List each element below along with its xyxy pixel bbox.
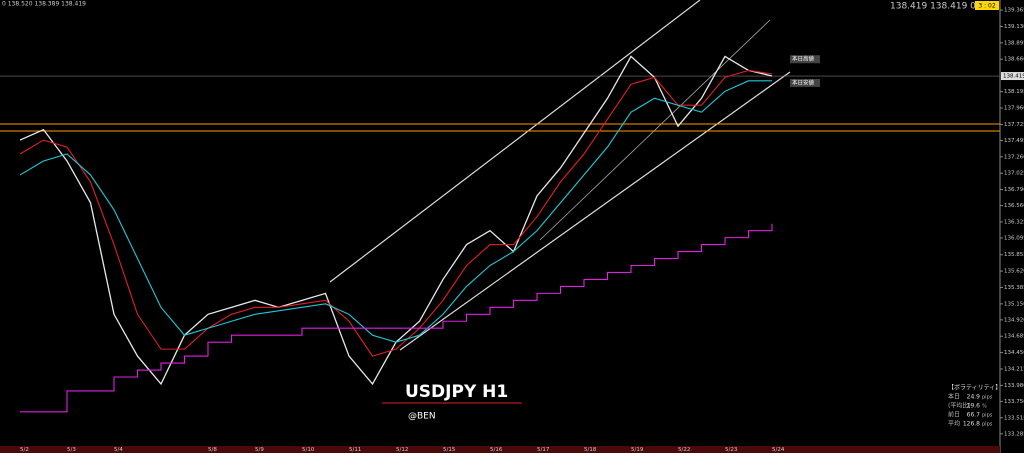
series-line bbox=[19, 80, 772, 343]
ohlc: 0 138.520 138.389 138.419 bbox=[2, 1, 86, 8]
last-price-box bbox=[1001, 72, 1024, 81]
day-level-box bbox=[790, 78, 820, 87]
volatility-title: 【ボラティリティ】 bbox=[948, 384, 1001, 392]
x-tick-label: 5/19 bbox=[631, 447, 644, 453]
vol-label: 本日 bbox=[948, 393, 960, 401]
date-strip bbox=[0, 446, 1000, 453]
y-tick-label: 136.560 bbox=[1004, 203, 1024, 209]
x-tick-label: 5/8 bbox=[208, 447, 217, 453]
x-tick-label: 5/24 bbox=[772, 447, 785, 453]
y-tick-label: 134.685 bbox=[1004, 334, 1024, 340]
x-tick-label: 5/9 bbox=[255, 447, 264, 453]
y-tick-label: 135.385 bbox=[1004, 285, 1024, 291]
x-tick-label: 5/12 bbox=[396, 447, 408, 453]
chart-title: USDJPY H1 bbox=[405, 382, 508, 402]
x-tick-label: 5/16 bbox=[490, 447, 503, 453]
vol-unit: pips bbox=[982, 413, 993, 419]
y-tick-label: 133.285 bbox=[1004, 431, 1024, 437]
y-tick-label: 139.130 bbox=[1004, 24, 1024, 30]
series-line bbox=[20, 223, 773, 413]
y-tick-label: 138.195 bbox=[1004, 89, 1024, 95]
vol-unit: pips bbox=[982, 395, 993, 401]
y-tick-label: 136.325 bbox=[1004, 219, 1024, 225]
volatility-panel: 【ボラティリティ】本日 24.9 pips(平均比)19.6 %前日 66.7 pips平… bbox=[948, 384, 1001, 428]
day-level-label: 本日高値 bbox=[792, 55, 815, 63]
x-tick-label: 5/22 bbox=[678, 447, 690, 453]
vol-value: 126.8 bbox=[963, 421, 980, 428]
x-tick-label: 5/17 bbox=[537, 447, 550, 453]
y-tick-label: 133.750 bbox=[1004, 399, 1024, 405]
x-tick-label: 5/4 bbox=[114, 447, 123, 453]
y-tick-label: 133.515 bbox=[1004, 415, 1024, 421]
y-tick-label: 138.660 bbox=[1004, 57, 1024, 63]
y-tick-label: 137.025 bbox=[1004, 171, 1024, 177]
vol-value: 24.9 bbox=[967, 394, 981, 401]
y-tick-label: 137.725 bbox=[1004, 122, 1024, 128]
vol-unit: pips bbox=[982, 422, 993, 428]
y-tick-label: 135.620 bbox=[1004, 269, 1024, 275]
y-tick-label: 133.980 bbox=[1004, 383, 1024, 389]
clock-box bbox=[975, 1, 999, 10]
x-tick-label: 5/18 bbox=[584, 447, 597, 453]
y-tick-label: 137.260 bbox=[1004, 154, 1024, 160]
y-tick-label: 139.365 bbox=[1004, 8, 1024, 14]
day-level-label: 本日安値 bbox=[792, 78, 815, 86]
day-level-box bbox=[790, 55, 820, 64]
y-tick-label: 135.150 bbox=[1004, 301, 1024, 307]
x-tick-label: 5/23 bbox=[725, 447, 738, 453]
clock: 3 : 02 bbox=[978, 3, 995, 10]
y-tick-label: 136.790 bbox=[1004, 187, 1024, 193]
last-price: 138.419 bbox=[1003, 74, 1024, 80]
y-tick-label: 136.095 bbox=[1004, 235, 1024, 241]
y-tick-label: 138.895 bbox=[1004, 40, 1024, 46]
x-tick-label: 5/11 bbox=[349, 447, 361, 453]
series-line bbox=[19, 55, 773, 386]
y-tick-label: 134.215 bbox=[1004, 366, 1024, 372]
trend-line bbox=[539, 19, 771, 241]
series-line bbox=[19, 69, 773, 357]
vol-label: (平均比) bbox=[948, 402, 971, 410]
subtitle: @BEN bbox=[408, 412, 436, 422]
y-tick-label: 134.450 bbox=[1004, 350, 1024, 356]
x-tick-label: 5/15 bbox=[443, 447, 456, 453]
x-tick-label: 5/10 bbox=[302, 447, 315, 453]
vol-label: 前日 bbox=[948, 411, 960, 419]
y-tick-label: 137.960 bbox=[1004, 106, 1024, 112]
y-tick-label: 137.495 bbox=[1004, 138, 1024, 144]
x-tick-label: 5/2 bbox=[20, 447, 29, 453]
y-tick-label: 135.855 bbox=[1004, 252, 1024, 258]
vol-value: 66.7 bbox=[967, 412, 981, 419]
quote: 138.419 138.419 0.0 bbox=[890, 2, 985, 12]
vol-label: 平均 bbox=[948, 420, 960, 428]
vol-unit: % bbox=[982, 404, 987, 410]
trend-line bbox=[399, 71, 791, 351]
trend-line bbox=[329, 0, 701, 283]
vol-value: 19.6 bbox=[967, 403, 981, 410]
x-tick-label: 5/3 bbox=[67, 447, 76, 453]
y-tick-label: 134.920 bbox=[1004, 317, 1024, 323]
